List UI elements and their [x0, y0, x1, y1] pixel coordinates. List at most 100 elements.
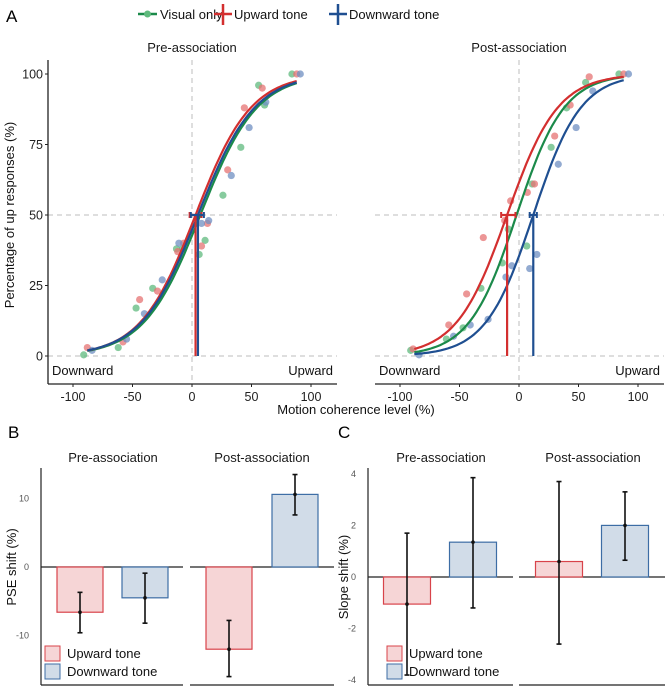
- facet-title-a-post: Post-association: [471, 40, 566, 55]
- x-tick-label: -100: [387, 390, 412, 404]
- facet-title-c-pre: Pre-association: [396, 450, 486, 465]
- fit-curve-visual-only: [87, 82, 298, 352]
- panel-a-post-association: -100 -50 0 50 100 Downward Upward: [375, 60, 664, 404]
- legend-label-upward-tone: Upward tone: [409, 646, 483, 661]
- data-point-visual-only: [132, 304, 140, 312]
- legend-point-icon: [144, 10, 151, 18]
- data-point-downward-tone: [197, 219, 206, 228]
- facet-title-c-post: Post-association: [545, 450, 640, 465]
- mean-point: [78, 610, 82, 615]
- x-tick-label: 100: [628, 390, 649, 404]
- data-point-visual-only: [80, 351, 88, 359]
- y-tick-label: -4: [348, 675, 356, 685]
- y-tick-label: 0: [36, 350, 43, 364]
- mean-point: [293, 492, 297, 497]
- x-tick-label: 50: [572, 390, 586, 404]
- x-tick-label: 100: [301, 390, 322, 404]
- y-tick-label: 4: [351, 469, 356, 479]
- y-tick-label: 0: [24, 562, 29, 572]
- legend-label-downward-tone: Downward tone: [409, 664, 499, 679]
- data-point-visual-only: [201, 236, 209, 244]
- x-axis-title-a: Motion coherence level (%): [277, 402, 435, 417]
- data-point-visual-only: [523, 242, 531, 250]
- mean-point: [623, 523, 627, 528]
- mean-point: [471, 540, 475, 544]
- data-point-upward-tone: [136, 296, 144, 304]
- x-tick-label: 0: [516, 390, 523, 404]
- y-tick-label: 75: [29, 138, 43, 152]
- legend-item-upward-tone: Upward tone: [214, 4, 308, 25]
- x-tick-label: 0: [189, 390, 196, 404]
- panel-label-a: A: [6, 7, 18, 26]
- y-axis-title-a: Percentage of up responses (%): [2, 122, 17, 308]
- y-tick-label: 2: [351, 520, 356, 530]
- mean-point: [405, 602, 409, 606]
- y-tick-label: 50: [29, 209, 43, 223]
- data-point-visual-only: [237, 143, 245, 151]
- data-point-upward-tone: [409, 345, 417, 353]
- legend-label: Downward tone: [349, 7, 439, 22]
- legend-label: Visual only: [160, 7, 223, 22]
- data-point-downward-tone: [624, 70, 633, 78]
- y-tick-label: 100: [22, 68, 43, 82]
- fit-curve-downward-tone: [414, 79, 624, 356]
- legend-swatch-upward-tone: [386, 645, 403, 662]
- panel-a-pre-association: 0 25 50 75 100 -100 -50 0 50 100 Downward Upward: [22, 60, 337, 404]
- mean-point: [227, 647, 231, 651]
- legend-a: Visual only Upward tone Downward tone: [138, 4, 439, 25]
- x-tick-label: -100: [60, 390, 85, 404]
- data-point-upward-tone: [258, 84, 266, 92]
- data-point-upward-tone: [479, 233, 487, 242]
- data-point-downward-tone: [227, 171, 235, 180]
- data-point-downward-tone: [572, 123, 580, 132]
- data-point-downward-tone: [205, 217, 213, 225]
- corner-label-downward: Downward: [379, 363, 440, 378]
- panel-label-b: B: [8, 423, 19, 442]
- data-point-upward-tone: [197, 242, 206, 250]
- panel-c-slope-shift: -4 -2 0 2 4 Upward tone Downward tone: [348, 468, 665, 686]
- legend-label-downward-tone: Downward tone: [67, 664, 157, 679]
- data-point-downward-tone: [245, 123, 253, 132]
- data-point-downward-tone: [533, 250, 541, 259]
- x-tick-label: -50: [450, 390, 468, 404]
- data-point-visual-only: [547, 143, 555, 151]
- y-tick-label: 10: [19, 494, 29, 504]
- corner-label-downward: Downward: [52, 363, 113, 378]
- legend-label-upward-tone: Upward tone: [67, 646, 141, 661]
- data-point-upward-tone: [153, 287, 162, 295]
- facet-title-a-pre: Pre-association: [147, 40, 237, 55]
- mean-point: [143, 596, 147, 600]
- x-tick-label: 50: [245, 390, 259, 404]
- data-point-downward-tone: [554, 160, 562, 168]
- y-tick-label: -10: [16, 631, 29, 641]
- data-point-upward-tone: [240, 104, 248, 112]
- legend-item-downward-tone: Downward tone: [329, 4, 439, 25]
- data-point-downward-tone: [296, 70, 304, 78]
- data-point-downward-tone: [502, 273, 510, 281]
- fit-curve-visual-only: [414, 76, 624, 354]
- y-axis-title-b: PSE shift (%): [4, 528, 19, 605]
- legend-item-visual-only: Visual only: [138, 7, 223, 22]
- y-tick-label: -2: [348, 624, 356, 634]
- legend-swatch-downward-tone: [386, 663, 403, 680]
- data-point-downward-tone: [158, 276, 166, 284]
- data-point-upward-tone: [530, 180, 539, 188]
- y-tick-label: 25: [29, 279, 43, 293]
- corner-label-upward: Upward: [288, 363, 333, 378]
- panel-label-c: C: [338, 423, 350, 442]
- legend-swatch-upward-tone: [44, 645, 61, 662]
- x-tick-label: -50: [123, 390, 141, 404]
- data-point-upward-tone: [224, 166, 232, 174]
- facet-title-b-pre: Pre-association: [68, 450, 158, 465]
- mean-point: [557, 559, 561, 564]
- data-point-visual-only: [219, 191, 227, 199]
- legend-label: Upward tone: [234, 7, 308, 22]
- corner-label-upward: Upward: [615, 363, 660, 378]
- facet-title-b-post: Post-association: [214, 450, 309, 465]
- y-tick-label: 0: [351, 572, 356, 582]
- panel-b-pse-shift: -10 0 10 Upward tone Downward tone: [16, 468, 334, 686]
- y-axis-title-c: Slope shift (%): [336, 535, 351, 620]
- legend-swatch-downward-tone: [44, 663, 61, 680]
- data-point-downward-tone: [175, 239, 183, 247]
